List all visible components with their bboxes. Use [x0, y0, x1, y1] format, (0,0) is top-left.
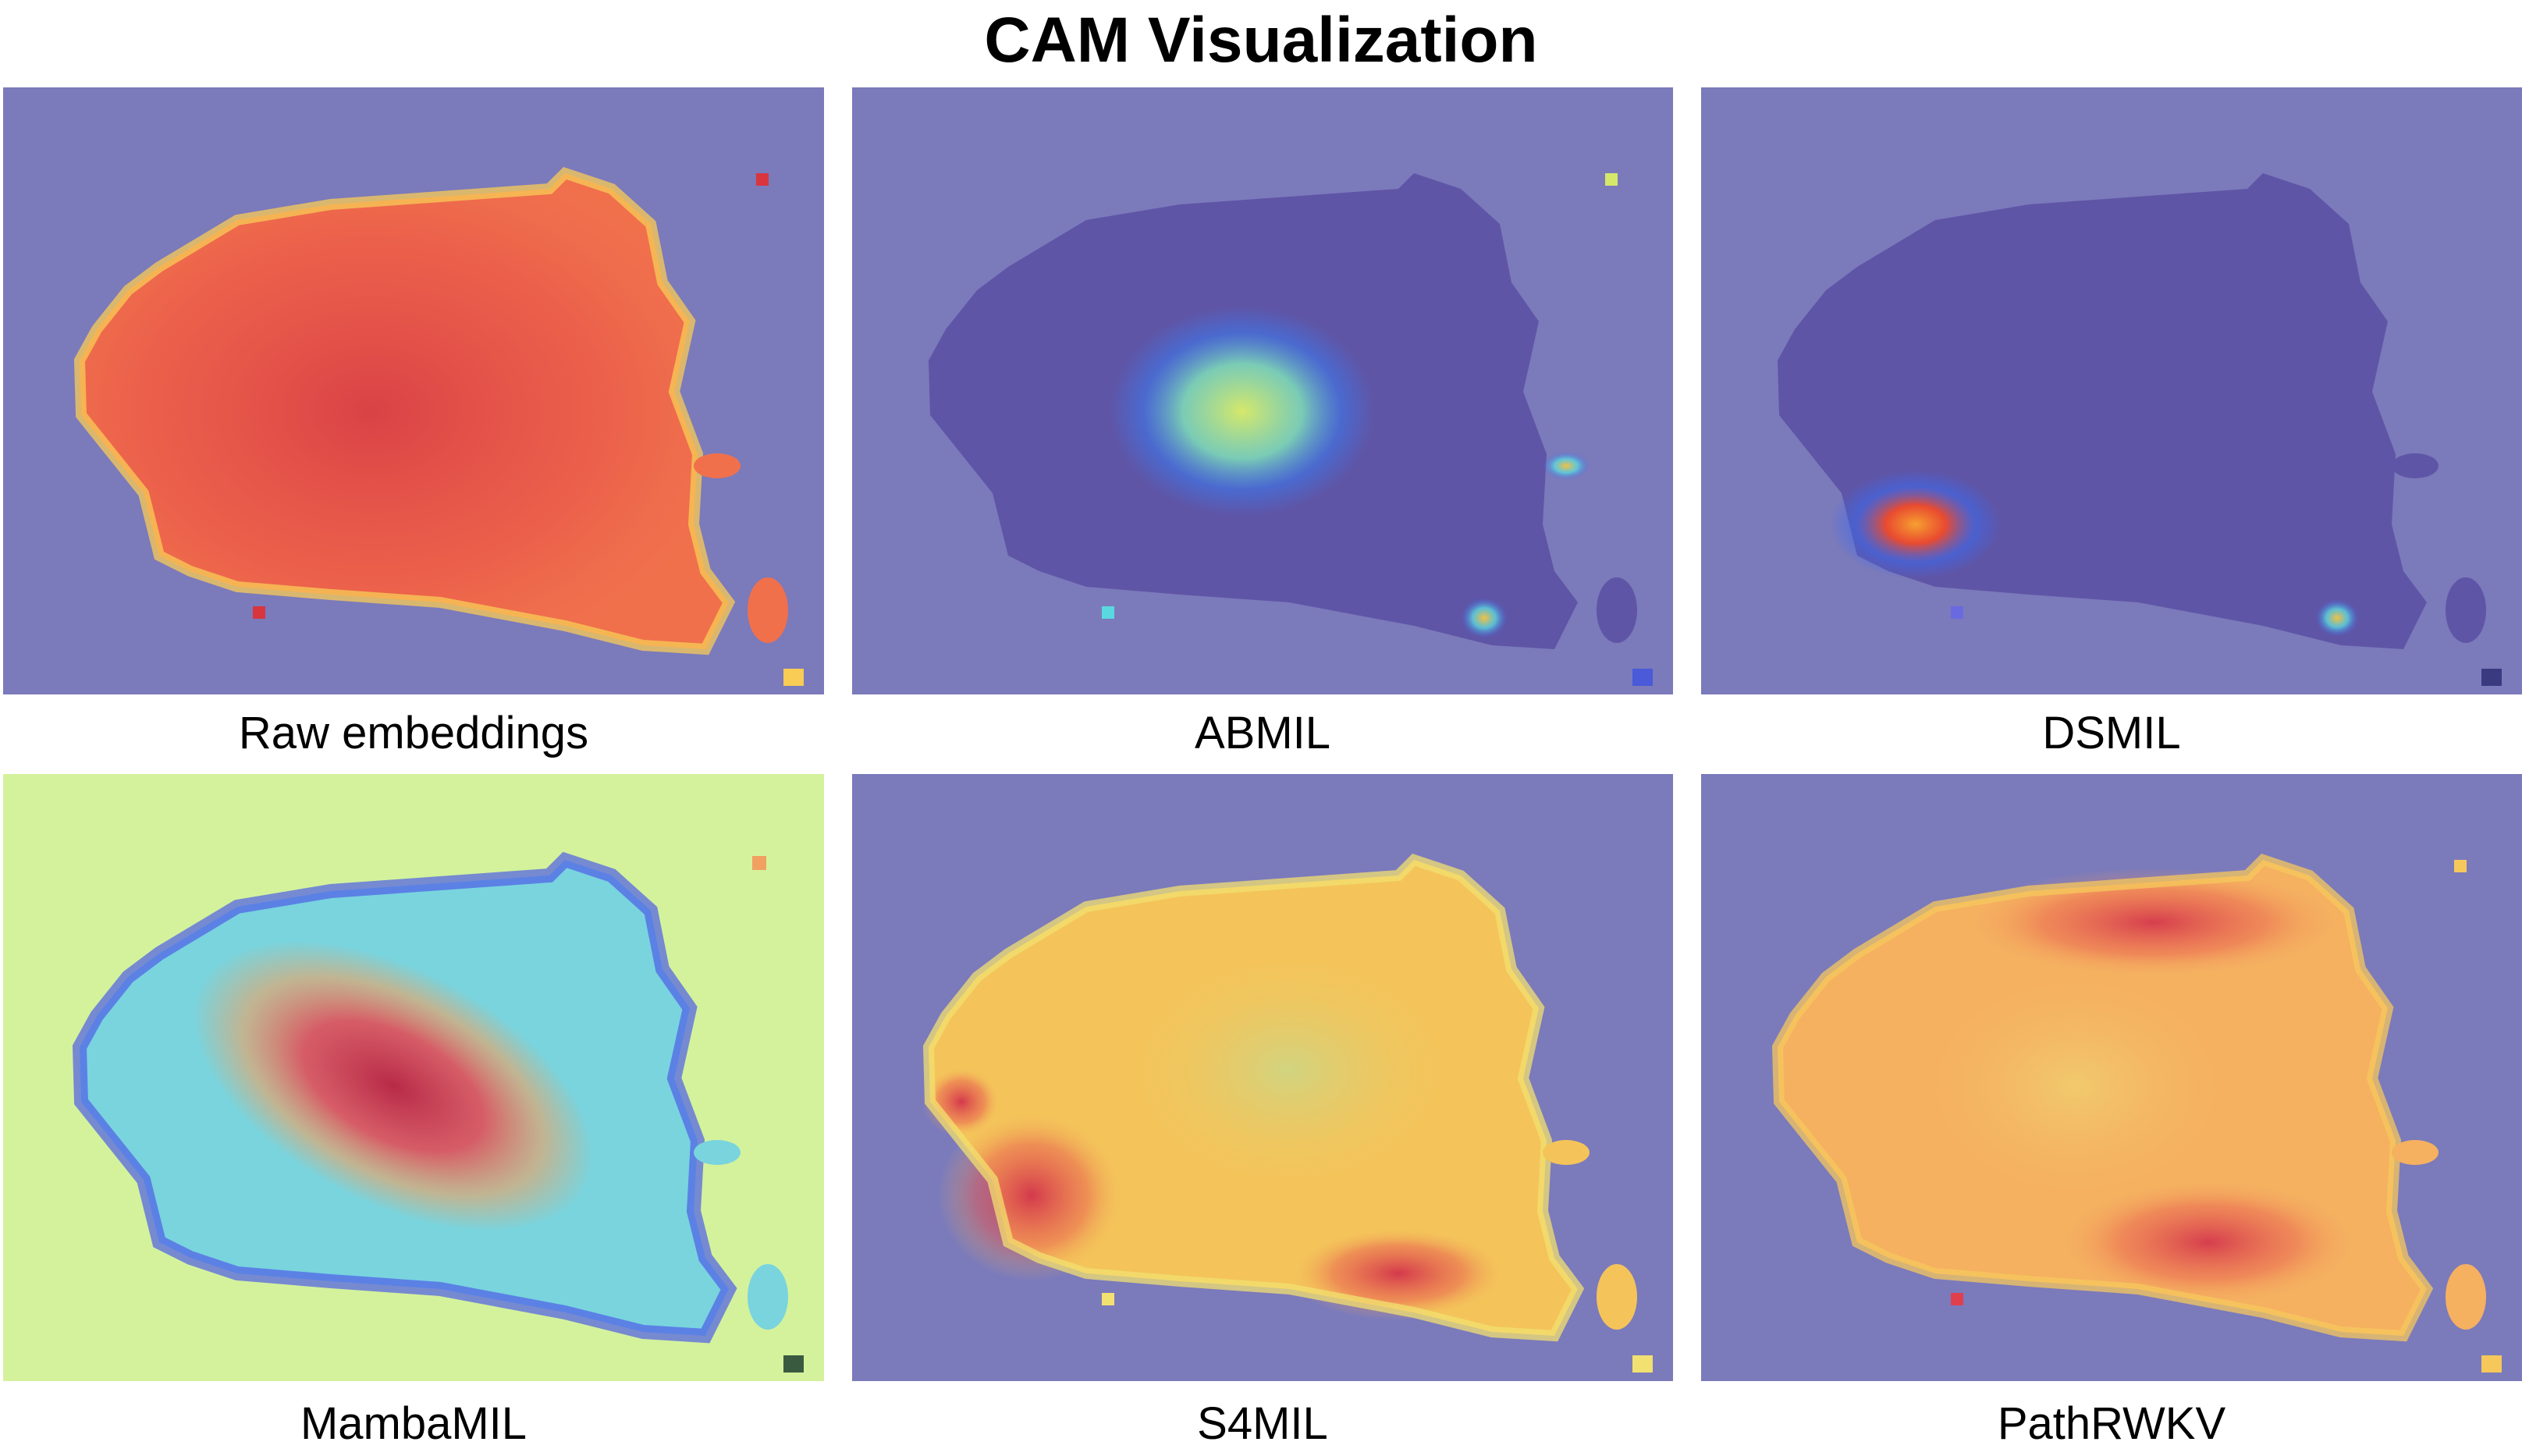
tissue-patch [783, 669, 804, 686]
attention-hotspot [1966, 868, 2341, 977]
cam-panel-dsmil [1701, 87, 2522, 694]
cam-panel-pathrwkv [1701, 774, 2522, 1381]
tissue-patch [1102, 606, 1114, 619]
tissue-edge [72, 851, 737, 1344]
tissue-fragment [1597, 1264, 1637, 1330]
tissue-patch [1632, 1355, 1653, 1373]
figure-title: CAM Visualization [984, 5, 1538, 76]
attention-hotspot [1830, 470, 2002, 579]
panel-label: Raw embeddings [238, 708, 589, 758]
tissue-fragment [1543, 1140, 1590, 1165]
attention-hotspot [1896, 954, 2255, 1219]
tissue-fragment [2392, 1140, 2439, 1165]
tissue-patch [1605, 173, 1618, 186]
cam-panel-mambamil [3, 774, 824, 1381]
attention-hotspot [2060, 1180, 2357, 1305]
tissue-patch [1951, 1293, 1963, 1305]
tissue-edge [73, 166, 736, 655]
attention-hotspot [1461, 598, 1508, 638]
panel-label: S4MIL [1197, 1398, 1328, 1449]
tissue-fragment [2446, 1264, 2486, 1330]
heatmap-image [3, 774, 824, 1381]
tissue-patch [253, 606, 265, 619]
tissue-fragment [748, 1264, 788, 1330]
heatmap-image [3, 87, 824, 694]
cam-panel-s4mil [852, 774, 1673, 1381]
tissue-fragment [694, 1140, 741, 1165]
tissue-fragment [1597, 577, 1637, 643]
attention-hotspot [1543, 452, 1590, 480]
attention-hotspot [192, 940, 595, 1232]
panel-label: DSMIL [2042, 708, 2181, 758]
tissue-fragment [694, 453, 741, 478]
tissue-patch [1102, 1293, 1114, 1305]
panel-label: MambaMIL [300, 1398, 527, 1449]
tissue-edge [922, 853, 1585, 1342]
heatmap-image [852, 87, 1673, 694]
tissue-patch [756, 173, 769, 186]
panel-label: ABMIL [1194, 708, 1331, 758]
cam-panel-raw-embeddings [3, 87, 824, 694]
tissue-patch [752, 856, 766, 870]
tissue-edge [1771, 853, 2434, 1342]
tissue-patch [783, 1355, 804, 1373]
tissue-patch [2454, 860, 2467, 872]
tissue-patch [2481, 669, 2502, 686]
hot-region [80, 173, 729, 649]
tissue-patch [1951, 606, 1963, 619]
attention-hotspot [1117, 946, 1461, 1195]
tissue-fragment [2392, 453, 2439, 478]
tissue-fragment [2446, 577, 2486, 643]
heatmap-image [1701, 87, 2522, 694]
attention-hotspot [1110, 306, 1375, 517]
heatmap-image [1701, 774, 2522, 1381]
panel-label: PathRWKV [1997, 1398, 2226, 1449]
attention-hotspot [2315, 599, 2359, 637]
tissue-patch [1632, 669, 1653, 686]
attention-hotspot [938, 1110, 1125, 1281]
tissue-fragment [748, 577, 788, 643]
tissue-patch [2481, 1355, 2502, 1373]
heatmap-image [852, 774, 1673, 1381]
cam-panel-abmil [852, 87, 1673, 694]
